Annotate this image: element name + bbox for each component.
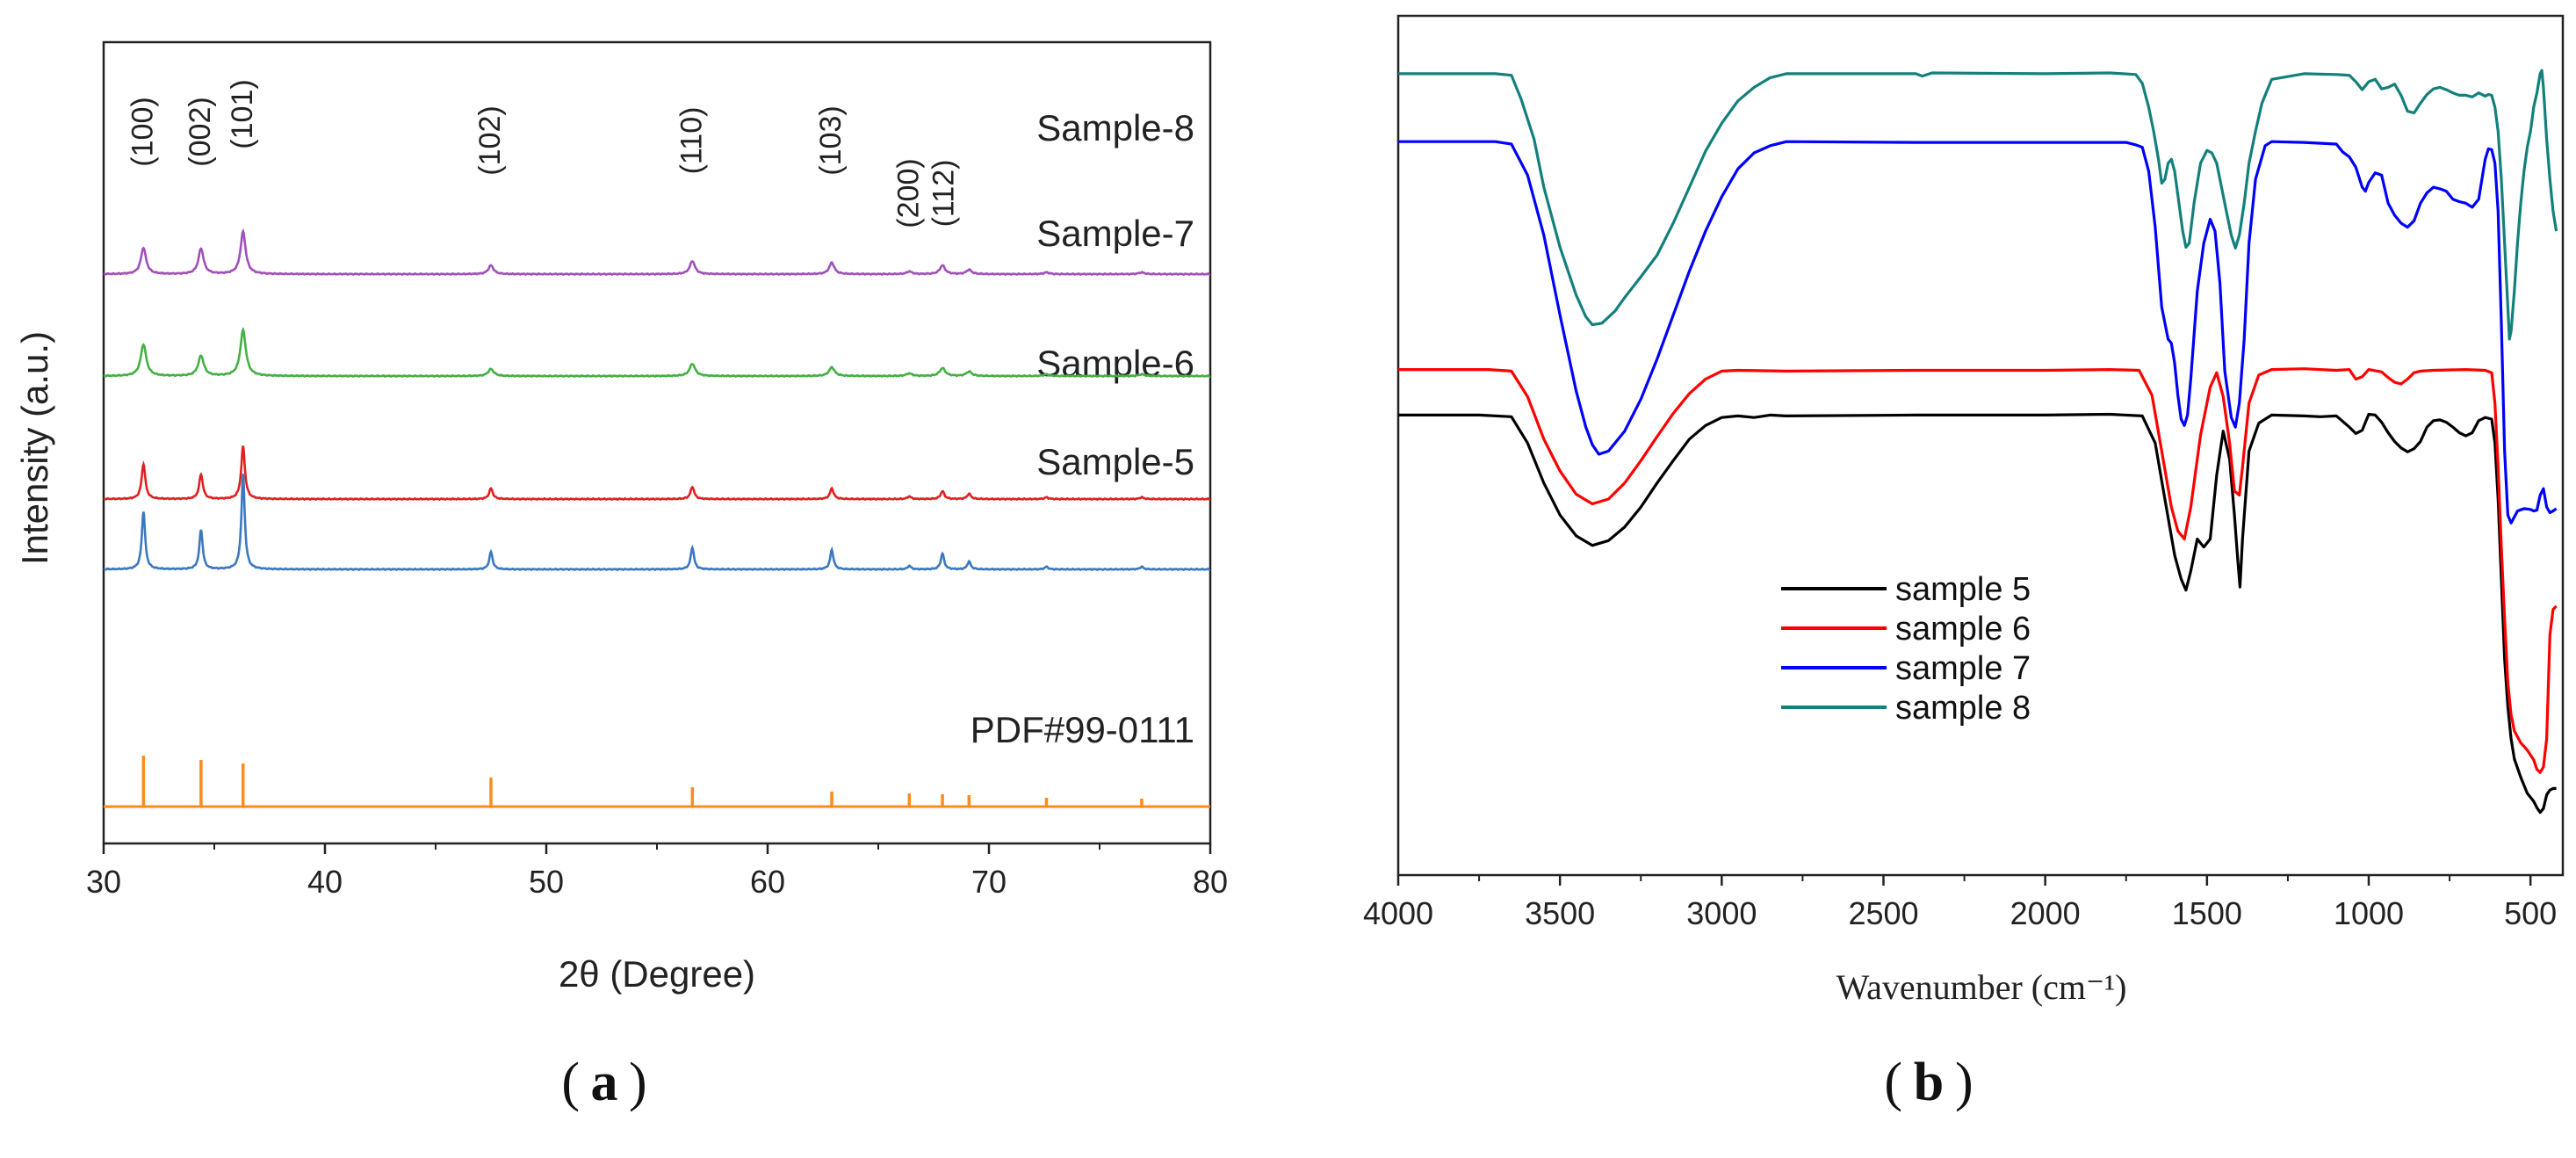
- panel-a-hkl-label: (200): [891, 158, 925, 228]
- svg-text:(: (: [561, 1053, 580, 1112]
- panel-b-legend-label: sample 8: [1895, 690, 2031, 727]
- panel-b-x-ticks: 4000 3500 3000 2500 2000 1500 1000 500: [1363, 875, 2557, 931]
- svg-text:): ): [1955, 1053, 1973, 1112]
- panel-a-x-ticks: 30 40 50 60 70 80: [86, 843, 1228, 900]
- panel-a-x-axis-title: 2θ (Degree): [559, 953, 755, 995]
- panel-label-b: ( b ): [1884, 1053, 1973, 1112]
- panel-a-hkl-label: (112): [927, 160, 961, 228]
- panel-a-hkl-labels: (100) (002) (101) (102) (110) (103) (200) (112): [126, 79, 960, 228]
- panel-a-y-axis-title: Intensity (a.u.): [14, 331, 55, 565]
- panel-a-x-tick-label: 50: [529, 864, 564, 900]
- panel-a-series-label: Sample-8: [1036, 107, 1194, 148]
- panel-b-series: [1398, 69, 2558, 814]
- panel-b-series-line: [1398, 69, 2558, 341]
- panel-b-x-tick-label: 1000: [2334, 895, 2404, 931]
- panel-label-a: ( a ): [561, 1053, 646, 1112]
- panel-b-x-tick-label: 3500: [1525, 895, 1595, 931]
- panel-a-x-tick-label: 40: [307, 864, 343, 900]
- panel-a-x-tick-label: 30: [86, 864, 121, 900]
- panel-b-legend-label: sample 5: [1895, 571, 2031, 608]
- panel-b-x-tick-label: 3000: [1686, 895, 1757, 931]
- panel-a-series-label: Sample-7: [1036, 213, 1194, 254]
- panel-a-hkl-label: (110): [675, 107, 708, 175]
- panel-a-series-label: Sample-6: [1036, 343, 1194, 384]
- panel-a-hkl-label: (101): [226, 79, 259, 148]
- panel-b-legend-label: sample 7: [1895, 650, 2031, 687]
- panel-b-ftir-chart: 4000 3500 3000 2500 2000 1500 1000 500 Wavenumb…: [1363, 14, 2565, 1007]
- panel-a-reference-pattern: PDF#99-0111: [104, 709, 1210, 808]
- panel-b-x-tick-label: 2500: [1848, 895, 1918, 931]
- panel-a-series-line: [103, 326, 1211, 379]
- panel-b-series-line: [1398, 140, 2558, 525]
- panel-a-xrd-chart: (100) (002) (101) (102) (110) (103) (200) (112)…: [14, 40, 1228, 995]
- panel-a-hkl-label: (102): [473, 105, 507, 175]
- panel-b-x-tick-label: 4000: [1363, 895, 1433, 931]
- svg-text:(: (: [1884, 1053, 1902, 1112]
- panel-a-hkl-label: (100): [126, 97, 159, 166]
- panel-a-series: Sample-5 Sample-6 Sample-7 Sample-8: [103, 107, 1211, 572]
- panel-label-b-text: b: [1914, 1053, 1944, 1112]
- panel-a-reference-label: PDF#99-0111: [971, 709, 1194, 750]
- panel-a-hkl-label: (002): [184, 97, 217, 166]
- panel-a-series-label: Sample-5: [1036, 441, 1194, 482]
- panel-a-x-tick-label: 70: [971, 864, 1007, 900]
- panel-b-x-tick-label: 2000: [2010, 895, 2081, 931]
- panel-b-legend-label: sample 6: [1895, 611, 2031, 648]
- panel-label-a-text: a: [591, 1053, 618, 1112]
- panel-a-series-line: [103, 474, 1211, 572]
- panel-a-series-line: [103, 445, 1211, 502]
- svg-text:): ): [629, 1053, 647, 1112]
- panel-a-hkl-label: (103): [814, 105, 848, 175]
- panel-a-x-tick-label: 80: [1193, 864, 1228, 900]
- panel-b-x-axis-title: Wavenumber (cm⁻¹): [1836, 967, 2127, 1007]
- panel-b-x-tick-label: 500: [2504, 895, 2557, 931]
- panel-b-plot-frame: [1396, 14, 2565, 877]
- panel-b-series-line: [1398, 367, 2558, 774]
- panel-a-x-tick-label: 60: [750, 864, 785, 900]
- panel-b-x-tick-label: 1500: [2172, 895, 2242, 931]
- panel-a-series-line: [103, 228, 1211, 277]
